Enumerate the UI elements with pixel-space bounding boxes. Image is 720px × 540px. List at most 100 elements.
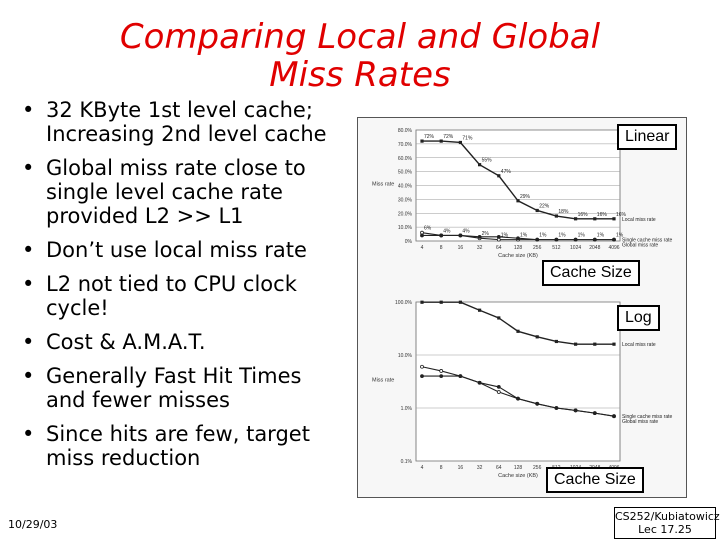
bullet-line: Increasing 2nd level cache bbox=[46, 122, 327, 146]
bullet-line: Global miss rate close to bbox=[46, 156, 306, 180]
y-tick-label: 1.0% bbox=[401, 406, 413, 412]
legend-label: Local miss rate bbox=[622, 217, 656, 223]
footer-date: 10/29/03 bbox=[8, 518, 58, 531]
bullet-line: Cost & A.M.A.T. bbox=[46, 330, 206, 354]
y-tick-label: 30.0% bbox=[398, 197, 413, 203]
data-point bbox=[420, 374, 424, 378]
x-tick-label: 16 bbox=[458, 245, 464, 251]
data-point bbox=[573, 408, 578, 413]
data-point bbox=[592, 411, 597, 416]
data-label: 18% bbox=[558, 209, 569, 215]
data-point bbox=[477, 380, 482, 385]
log-tag: Log bbox=[617, 305, 660, 331]
data-point bbox=[612, 217, 616, 221]
x-tick-label: 32 bbox=[477, 465, 483, 471]
data-label: 22% bbox=[539, 203, 550, 209]
data-point bbox=[535, 335, 539, 339]
data-point bbox=[458, 300, 462, 304]
y-tick-label: 10.0% bbox=[398, 353, 413, 359]
footer-course-line2: Lec 17.25 bbox=[638, 523, 692, 536]
y-tick-label: 20.0% bbox=[398, 211, 413, 217]
y-tick-label: 10.0% bbox=[398, 225, 413, 231]
bullet-item: Don’t use local miss rate bbox=[22, 238, 362, 262]
bullet-line: 32 KByte 1st level cache; bbox=[46, 98, 313, 122]
data-point bbox=[612, 237, 616, 242]
x-tick-label: 256 bbox=[533, 245, 542, 251]
data-label: 16% bbox=[616, 212, 627, 218]
bullet-line: Since hits are few, target bbox=[46, 422, 310, 446]
data-point bbox=[496, 234, 501, 239]
data-label: 47% bbox=[501, 169, 512, 175]
linear-tag: Linear bbox=[617, 124, 678, 150]
data-point bbox=[478, 163, 482, 167]
data-point bbox=[496, 385, 501, 389]
data-point bbox=[477, 234, 482, 239]
x-tick-label: 128 bbox=[514, 465, 523, 471]
data-point bbox=[554, 406, 559, 410]
y-tick-label: 70.0% bbox=[398, 142, 413, 148]
x-tick-label: 64 bbox=[496, 465, 502, 471]
data-point bbox=[535, 401, 540, 406]
data-point bbox=[420, 364, 424, 369]
x-tick-label: 4096 bbox=[608, 245, 619, 251]
footer-course-line1: CS252/Kubiatowicz bbox=[615, 510, 720, 523]
data-label: 1% bbox=[616, 233, 624, 239]
data-point bbox=[554, 237, 559, 242]
slide-title-line2: Miss Rates bbox=[269, 55, 451, 95]
bullet-line: Generally Fast Hit Times bbox=[46, 364, 302, 388]
bullet-list: 32 KByte 1st level cache;Increasing 2nd … bbox=[22, 98, 362, 480]
data-point bbox=[420, 233, 424, 238]
data-point bbox=[458, 233, 463, 238]
data-label: 2% bbox=[482, 231, 490, 237]
bullet-line: provided L2 >> L1 bbox=[46, 204, 244, 228]
log-xaxis-tag: Cache Size bbox=[546, 467, 644, 493]
data-label: 4% bbox=[443, 228, 451, 234]
x-tick-label: 64 bbox=[496, 245, 502, 251]
legend-label: Local miss rate bbox=[622, 342, 656, 348]
data-point bbox=[535, 237, 540, 242]
x-tick-label: 256 bbox=[533, 465, 542, 471]
data-point bbox=[554, 214, 558, 218]
y-axis-label: Miss rate bbox=[372, 182, 394, 188]
x-tick-label: 128 bbox=[514, 245, 523, 251]
y-axis-label: Miss rate bbox=[372, 378, 394, 384]
data-label: 1% bbox=[539, 233, 547, 239]
data-point bbox=[439, 369, 444, 373]
data-label: 29% bbox=[520, 194, 531, 200]
x-axis-label: Cache size (KB) bbox=[498, 473, 538, 479]
x-tick-label: 4 bbox=[421, 465, 424, 471]
y-tick-label: 60.0% bbox=[398, 156, 413, 162]
data-point bbox=[592, 237, 597, 242]
data-point bbox=[458, 140, 462, 145]
bullet-line: miss reduction bbox=[46, 446, 201, 470]
footer-course: CS252/Kubiatowicz Lec 17.25 bbox=[614, 507, 720, 539]
bullet-item: Cost & A.M.A.T. bbox=[22, 330, 362, 354]
bullet-line: single level cache rate bbox=[46, 180, 283, 204]
data-point bbox=[439, 300, 443, 304]
x-axis-label: Cache size (KB) bbox=[498, 253, 538, 259]
legend-label: Single cache miss rate bbox=[622, 414, 673, 420]
data-point bbox=[516, 236, 520, 241]
data-label: 16% bbox=[597, 212, 608, 218]
x-tick-label: 2048 bbox=[589, 245, 600, 251]
linear-xaxis-tag: Cache Size bbox=[542, 260, 640, 286]
data-point bbox=[516, 329, 520, 333]
bullet-line: cycle! bbox=[46, 296, 109, 320]
legend-label: Global miss rate bbox=[622, 243, 658, 249]
data-point bbox=[497, 316, 501, 320]
data-point bbox=[554, 339, 558, 344]
data-point bbox=[574, 217, 578, 221]
x-tick-label: 32 bbox=[477, 245, 483, 251]
data-point bbox=[573, 237, 578, 242]
x-tick-label: 512 bbox=[552, 245, 561, 251]
data-point bbox=[439, 233, 444, 238]
data-point bbox=[593, 342, 597, 346]
data-label: 1% bbox=[520, 233, 528, 239]
bullet-line: Don’t use local miss rate bbox=[46, 238, 307, 262]
legend-label: Single cache miss rate bbox=[622, 238, 673, 244]
data-point bbox=[574, 342, 578, 346]
data-point bbox=[439, 139, 443, 143]
data-label: 1% bbox=[578, 233, 586, 239]
